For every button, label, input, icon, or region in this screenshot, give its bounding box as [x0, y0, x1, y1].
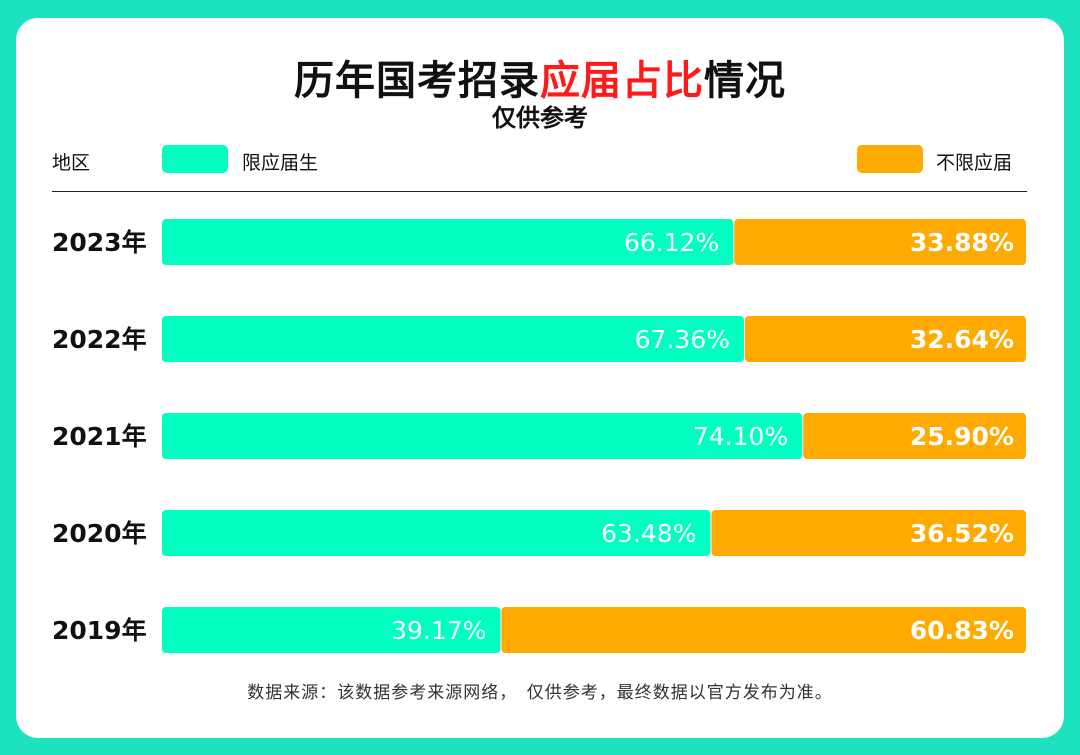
title-part2: 情况 [704, 58, 786, 104]
title-highlight: 应届占比 [540, 58, 704, 104]
category-label: 2019年 [52, 616, 147, 645]
bar-segment-series1 [162, 607, 501, 653]
bar-segment-series1 [162, 316, 744, 362]
bar-segment-series2 [803, 413, 1026, 459]
bar-segment-series2 [501, 607, 1026, 653]
region-label: 地区 [52, 152, 91, 174]
bar-segment-series2 [711, 510, 1026, 556]
legend-swatch-series1 [162, 145, 228, 173]
bar-segment-series1 [162, 413, 803, 459]
bar-segment-series1 [162, 510, 711, 556]
value-label-series1: 66.12% [624, 228, 719, 257]
title-part1: 历年国考招录 [294, 58, 540, 104]
value-label-series2: 32.64% [910, 325, 1014, 354]
value-label-series1: 63.48% [601, 519, 696, 548]
category-label: 2023年 [52, 228, 147, 257]
value-label-series1: 74.10% [693, 422, 788, 451]
value-label-series2: 60.83% [910, 616, 1014, 645]
value-label-series2: 25.90% [910, 422, 1014, 451]
legend-label-series1: 限应届生 [242, 152, 319, 174]
chart-subtitle: 仅供参考 [492, 104, 588, 132]
value-label-series2: 36.52% [910, 519, 1014, 548]
source-note: 数据来源：该数据参考来源网络， 仅供参考，最终数据以官方发布为准。 [247, 683, 833, 703]
header-divider [52, 191, 1027, 192]
stacked-bar-chart: 2023年 66.12% 33.88% 2022年 67.36% 32.64% 2021年 7… [52, 219, 1026, 653]
category-label: 2021年 [52, 422, 147, 451]
bar-segment-series2 [734, 219, 1026, 265]
legend-label-series2: 不限应届 [936, 152, 1013, 174]
chart-title: 历年国考招录应届占比情况 [16, 48, 1064, 106]
bar-segment-series1 [162, 219, 734, 265]
category-label: 2020年 [52, 519, 147, 548]
value-label-series1: 39.17% [391, 616, 486, 645]
value-label-series1: 67.36% [635, 325, 730, 354]
bar-segment-series2 [744, 316, 1026, 362]
chart-card: 历年国考招录应届占比情况 仅供参考 地区 限应届生 不限应届 2023年 66.1… [16, 18, 1064, 738]
value-label-series2: 33.88% [910, 228, 1014, 257]
category-label: 2022年 [52, 325, 147, 354]
legend-swatch-series2 [857, 145, 923, 173]
